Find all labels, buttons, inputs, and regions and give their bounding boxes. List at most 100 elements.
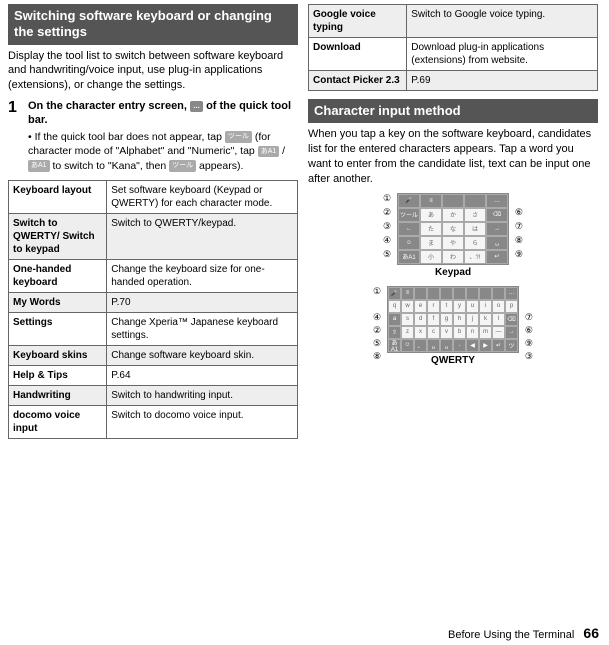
sub-c: / xyxy=(279,145,285,157)
key: v xyxy=(440,326,453,339)
qmark-9: ⑨ xyxy=(525,338,533,349)
key: あA1 xyxy=(398,250,420,264)
key: a xyxy=(388,313,401,326)
table-row: One-handed keyboardChange the keyboard s… xyxy=(9,259,298,292)
table-row: Keyboard skinsChange software keyboard s… xyxy=(9,345,298,365)
key xyxy=(427,287,440,300)
qmark-4: ④ xyxy=(373,312,381,323)
key: 🎤 xyxy=(388,287,401,300)
key xyxy=(453,287,466,300)
row-desc: Change the keyboard size for one-handed … xyxy=(107,259,298,292)
mark-2: ② xyxy=(383,207,391,218)
row-desc: Switch to docomo voice input. xyxy=(107,405,298,438)
step-1: 1 On the character entry screen, … of th… xyxy=(8,99,298,128)
key: m xyxy=(479,326,492,339)
key: か xyxy=(442,208,464,222)
keypad-figure: ① ② ③ ④ ⑤ ⑥ ⑦ ⑧ ⑨ 🎤≡ …ツールあかさ⌫←たなは→☺まやら␣あ… xyxy=(308,193,598,265)
dots-icon: … xyxy=(190,101,203,112)
key xyxy=(479,287,492,300)
key: r xyxy=(427,300,440,313)
key: や xyxy=(442,236,464,250)
key xyxy=(492,287,505,300)
table-row: Keyboard layoutSet software keyboard (Ke… xyxy=(9,180,298,213)
mark-1: ① xyxy=(383,193,391,204)
key: b xyxy=(453,326,466,339)
row-label: Handwriting xyxy=(9,385,107,405)
key: e xyxy=(414,300,427,313)
key: → xyxy=(486,222,508,236)
cim-body: When you tap a key on the software keybo… xyxy=(308,127,598,186)
settings-table-right: Google voice typingSwitch to Google voic… xyxy=(308,4,598,91)
row-desc: Switch to handwriting input. xyxy=(107,385,298,405)
key xyxy=(442,194,464,208)
qmark-2: ② xyxy=(373,325,381,336)
key: s xyxy=(401,313,414,326)
mode-icon: あA1 xyxy=(258,146,280,158)
page-number: 66 xyxy=(583,625,599,641)
key xyxy=(466,287,479,300)
key: 、 xyxy=(414,339,427,352)
mark-3: ③ xyxy=(383,221,391,232)
key: ツ xyxy=(505,339,518,352)
key: ␣ xyxy=(486,236,508,250)
key: n xyxy=(466,326,479,339)
tool-icon: ツール xyxy=(225,131,252,143)
intro-text: Display the tool list to switch between … xyxy=(8,49,298,94)
key: ≡ xyxy=(401,287,414,300)
key: ま xyxy=(420,236,442,250)
key: ← xyxy=(398,222,420,236)
qmark-7: ⑦ xyxy=(525,312,533,323)
qmark-5: ⑤ xyxy=(373,338,381,349)
key xyxy=(440,287,453,300)
row-label: My Words xyxy=(9,292,107,312)
row-desc: Switch to Google voice typing. xyxy=(407,5,598,38)
mode-icon-2: あA1 xyxy=(28,160,50,172)
row-desc: Change Xperia™ Japanese keyboard setting… xyxy=(107,312,298,345)
table-row: docomo voice inputSwitch to docomo voice… xyxy=(9,405,298,438)
row-desc: P.64 xyxy=(107,365,298,385)
key: l xyxy=(492,313,505,326)
key: . xyxy=(453,339,466,352)
row-label: Download xyxy=(309,38,407,71)
key: y xyxy=(453,300,466,313)
row-label: Keyboard layout xyxy=(9,180,107,213)
row-desc: Change software keyboard skin. xyxy=(107,345,298,365)
key: i xyxy=(479,300,492,313)
row-desc: P.69 xyxy=(407,71,598,91)
mark-4: ④ xyxy=(383,235,391,246)
qwerty-label: QWERTY xyxy=(308,355,598,366)
key: 小 xyxy=(420,250,442,264)
key: ら xyxy=(464,236,486,250)
table-row: My WordsP.70 xyxy=(9,292,298,312)
key: は xyxy=(464,222,486,236)
key: ␣ xyxy=(427,339,440,352)
qwerty-figure: ① ④ ② ⑤ ⑧ ⑦ ⑥ ⑨ ③ 🎤≡…qwertyuiopasdfghjkl… xyxy=(308,286,598,353)
key: x xyxy=(414,326,427,339)
key: z xyxy=(401,326,414,339)
key: k xyxy=(479,313,492,326)
table-row: Switch to QWERTY/ Switch to keypadSwitch… xyxy=(9,213,298,259)
key: ☺ xyxy=(398,236,420,250)
key xyxy=(464,194,486,208)
key: — xyxy=(492,326,505,339)
key: ☺ xyxy=(401,339,414,352)
section-header-switching: Switching software keyboard or changing … xyxy=(8,4,298,45)
qmark-1: ① xyxy=(373,286,381,297)
key: た xyxy=(420,222,442,236)
key: … xyxy=(505,287,518,300)
row-label: Keyboard skins xyxy=(9,345,107,365)
qmark-8: ⑧ xyxy=(373,351,381,362)
substep: If the quick tool bar does not appear, t… xyxy=(28,130,298,174)
row-desc: Switch to QWERTY/keypad. xyxy=(107,213,298,259)
key: 、?! xyxy=(464,250,486,264)
key: な xyxy=(442,222,464,236)
key: あ xyxy=(420,208,442,222)
key: ◀ xyxy=(466,339,479,352)
key: ツール xyxy=(398,208,420,222)
key: f xyxy=(427,313,440,326)
qmark-3: ③ xyxy=(525,351,533,362)
key: o xyxy=(492,300,505,313)
tool-icon-2: ツール xyxy=(169,160,196,172)
table-row: Google voice typingSwitch to Google voic… xyxy=(309,5,598,38)
key: さ xyxy=(464,208,486,222)
